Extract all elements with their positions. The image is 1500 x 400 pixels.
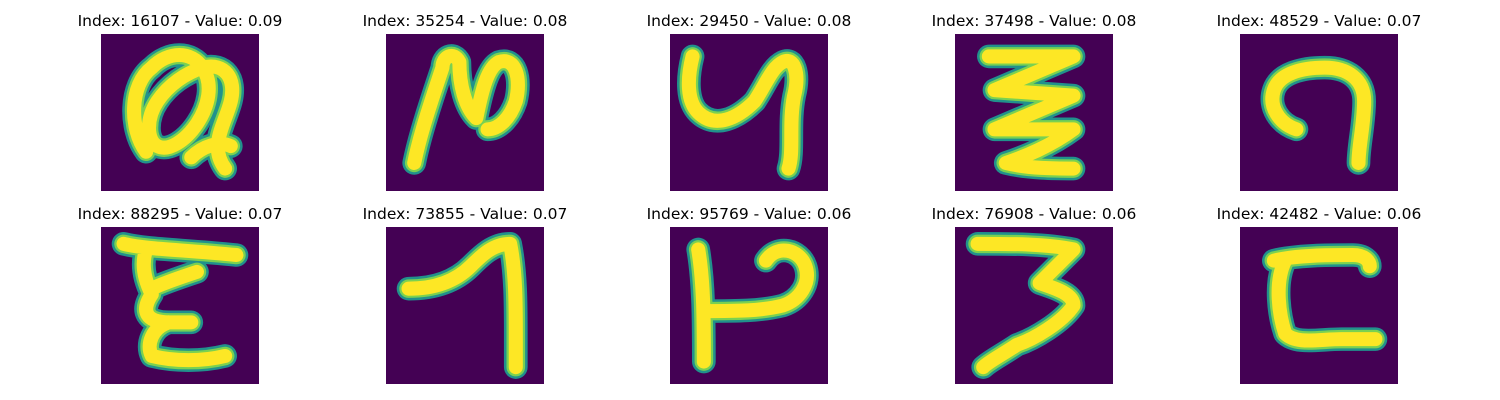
handwritten-stroke — [981, 49, 1081, 176]
handwritten-stroke — [1265, 60, 1372, 170]
handwritten-stroke — [681, 49, 804, 176]
panel-title: Index: 88295 - Value: 0.07 — [77, 205, 283, 223]
handwritten-stroke — [401, 236, 523, 375]
panel-title: Index: 37498 - Value: 0.08 — [931, 12, 1137, 30]
handwritten-stroke — [1266, 248, 1383, 348]
sample-panel-9: Index: 76908 - Value: 0.06 — [914, 203, 1154, 384]
sample-panel-1: Index: 16107 - Value: 0.09 — [60, 10, 300, 191]
sample-image — [955, 227, 1113, 384]
sample-panel-5: Index: 48529 - Value: 0.07 — [1199, 10, 1439, 191]
sample-image — [1240, 227, 1398, 384]
handwritten-stroke — [127, 48, 240, 176]
sample-panel-2: Index: 35254 - Value: 0.08 — [345, 10, 585, 191]
handwritten-stroke — [407, 49, 525, 170]
sample-image — [955, 34, 1113, 191]
sample-image — [386, 34, 544, 191]
sample-image — [670, 227, 828, 384]
sample-image — [101, 34, 259, 191]
panel-title: Index: 29450 - Value: 0.08 — [646, 12, 852, 30]
panel-title: Index: 73855 - Value: 0.07 — [362, 205, 568, 223]
sample-panel-7: Index: 73855 - Value: 0.07 — [345, 203, 585, 384]
sample-panel-6: Index: 88295 - Value: 0.07 — [60, 203, 300, 384]
sample-panel-4: Index: 37498 - Value: 0.08 — [914, 10, 1154, 191]
panel-title: Index: 48529 - Value: 0.07 — [1216, 12, 1422, 30]
panel-title: Index: 35254 - Value: 0.08 — [362, 12, 568, 30]
handwritten-stroke — [691, 242, 814, 369]
sample-panel-10: Index: 42482 - Value: 0.06 — [1199, 203, 1439, 384]
sample-image — [670, 34, 828, 191]
handwritten-stroke — [116, 236, 244, 368]
panel-title: Index: 16107 - Value: 0.09 — [77, 12, 283, 30]
sample-image — [386, 227, 544, 384]
sample-image — [101, 227, 259, 384]
panel-title: Index: 76908 - Value: 0.06 — [931, 205, 1137, 223]
panel-title: Index: 95769 - Value: 0.06 — [646, 205, 852, 223]
panel-title: Index: 42482 - Value: 0.06 — [1216, 205, 1422, 223]
sample-panel-8: Index: 95769 - Value: 0.06 — [629, 203, 869, 384]
handwritten-stroke — [970, 236, 1081, 375]
sample-image — [1240, 34, 1398, 191]
sample-panel-3: Index: 29450 - Value: 0.08 — [629, 10, 869, 191]
